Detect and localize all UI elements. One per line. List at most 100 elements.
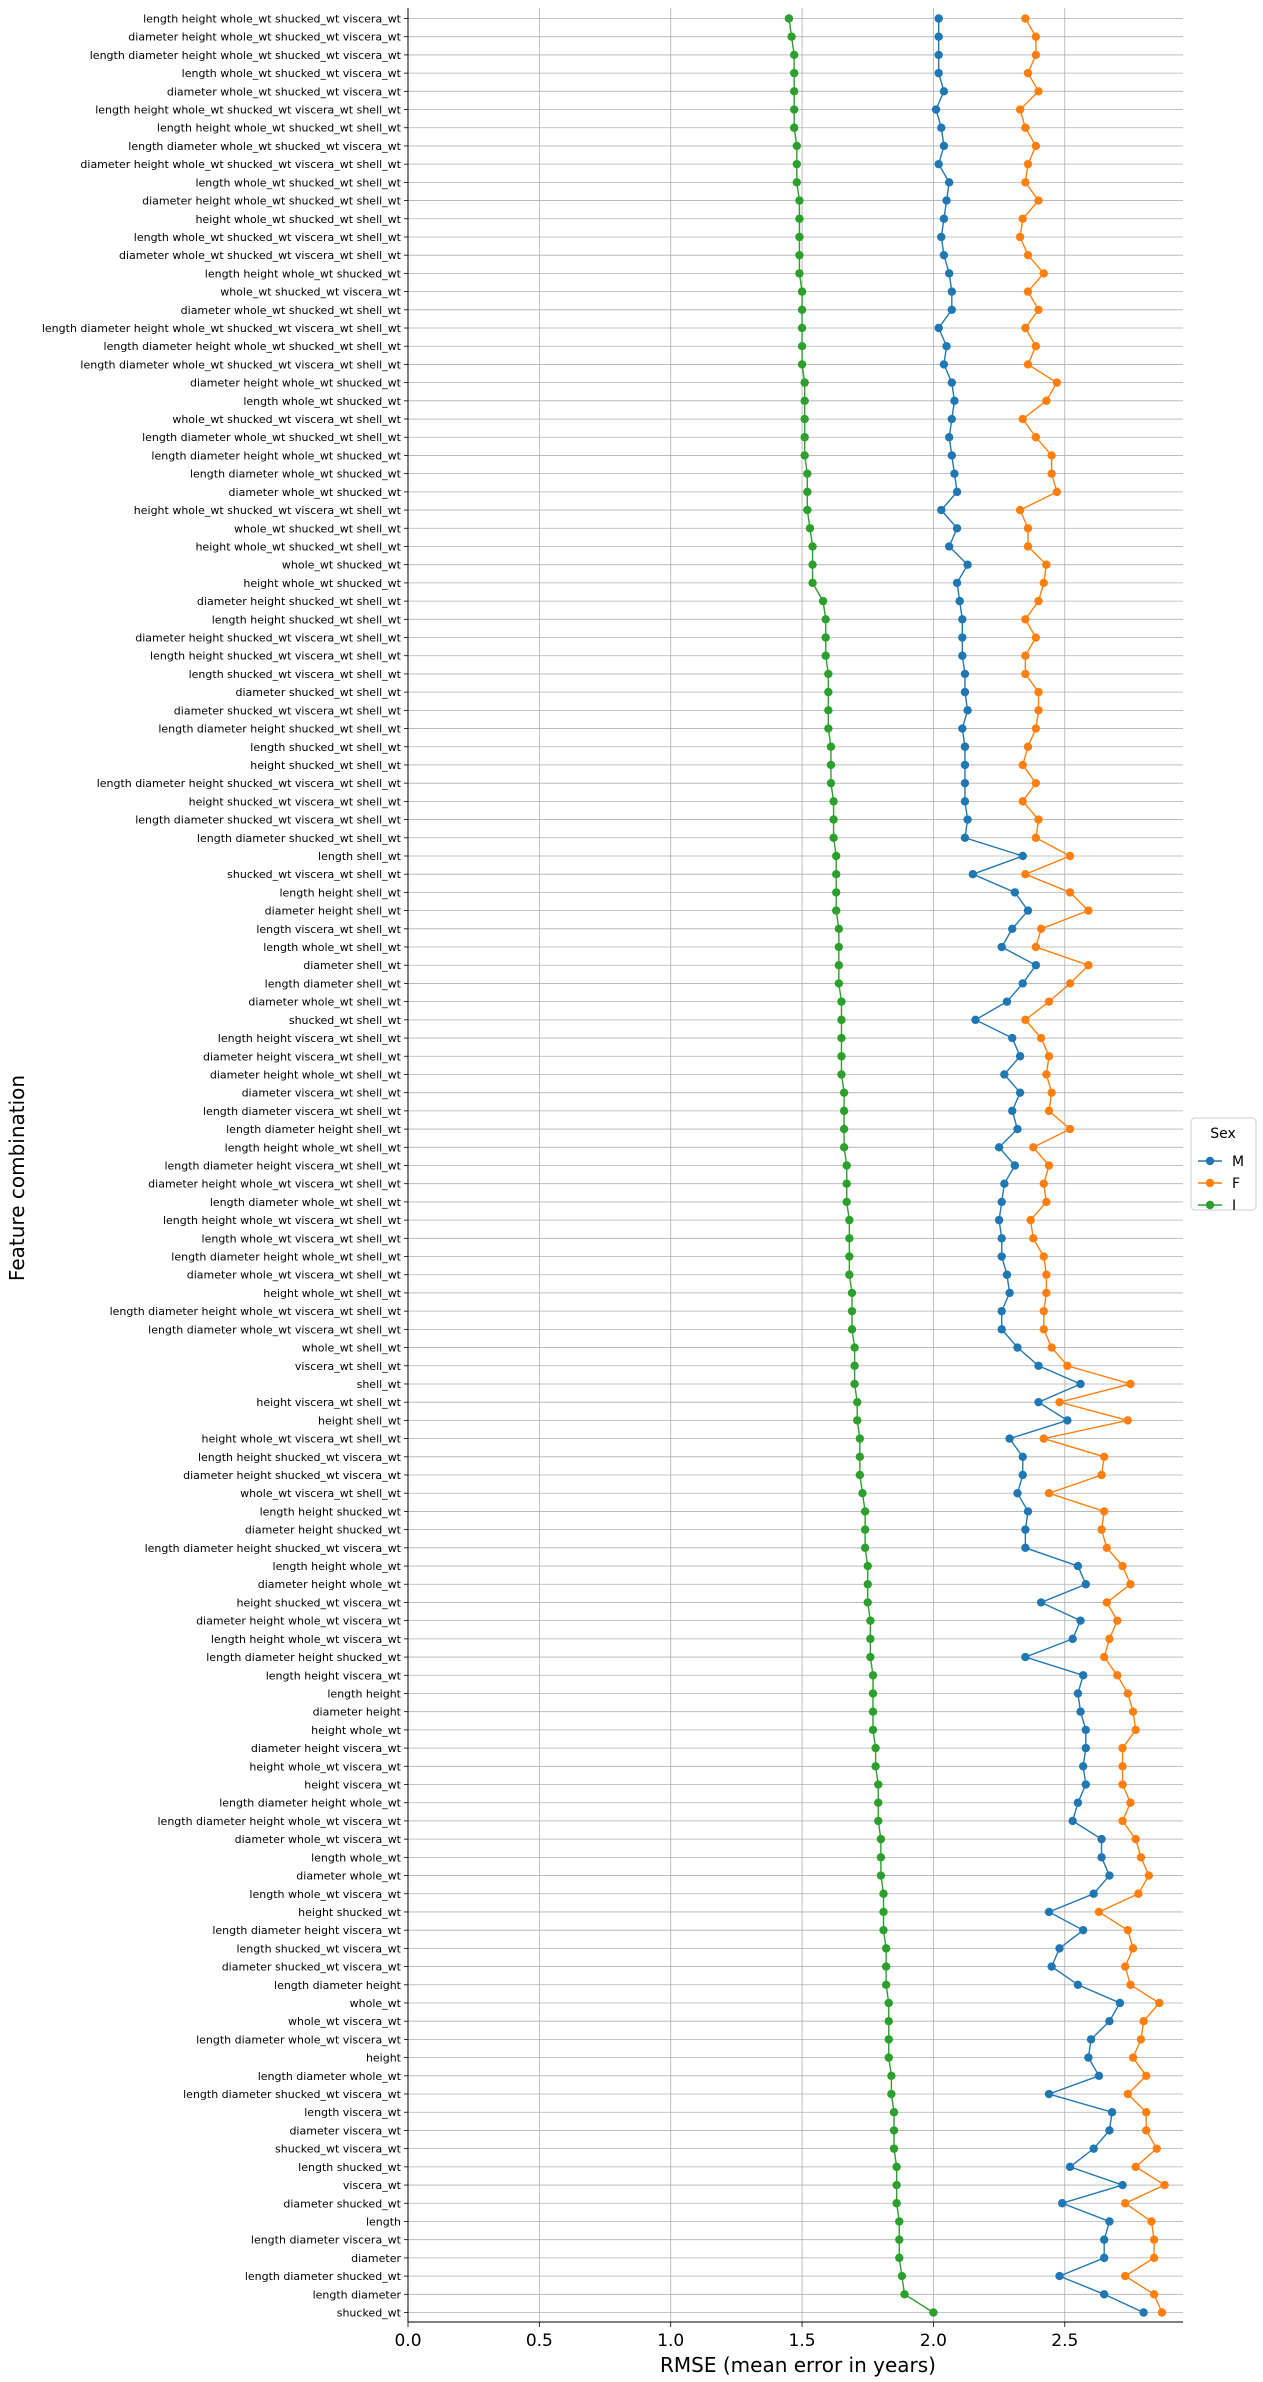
data-point-M <box>1034 1361 1043 1370</box>
x-axis-label: RMSE (mean error in years) <box>660 2353 936 2377</box>
y-tick-label: length height whole_wt shell_wt <box>225 1141 402 1154</box>
legend-entry-F: F <box>1198 1176 1240 1192</box>
data-point-F <box>1157 2308 1167 2317</box>
y-tick-label: length height whole_wt shucked_wt viscer… <box>143 13 402 26</box>
y-tick-label: height shucked_wt <box>298 1906 402 1919</box>
data-point-M <box>1081 1780 1090 1789</box>
data-point-I <box>800 451 809 460</box>
data-point-M <box>958 633 967 642</box>
data-point-I <box>889 2144 899 2153</box>
y-tick-label: length diameter height shell_wt <box>226 1123 402 1136</box>
data-point-M <box>1018 979 1027 988</box>
y-tick-label: height whole_wt shucked_wt viscera_wt sh… <box>134 504 402 517</box>
data-point-F <box>1142 2126 1151 2135</box>
y-tick-label: length diameter height whole_wt shell_wt <box>171 1251 401 1264</box>
data-point-F <box>1099 1452 1109 1462</box>
data-point-F <box>1031 50 1041 60</box>
data-point-F <box>1031 724 1041 733</box>
data-point-I <box>800 433 809 442</box>
data-point-I <box>787 32 796 41</box>
data-point-M <box>1018 851 1027 861</box>
data-point-F <box>1015 505 1025 515</box>
y-tick-label: length diameter whole_wt shucked_wt visc… <box>80 358 401 371</box>
data-point-F <box>1044 1106 1054 1116</box>
y-tick-label: diameter height whole_wt shucked_wt <box>190 377 402 390</box>
data-point-M <box>1031 961 1041 970</box>
y-tick-label: length height whole_wt viscera_wt shell_… <box>163 1214 402 1227</box>
data-point-I <box>795 250 804 260</box>
x-tick-label: 1.0 <box>657 2331 684 2351</box>
data-point-M <box>955 596 964 606</box>
data-point-M <box>934 14 943 23</box>
x-tick-label: 0.0 <box>394 2331 421 2351</box>
y-tick-label: length height shell_wt <box>279 886 401 899</box>
data-point-M <box>1097 1853 1106 1862</box>
y-tick-label: length height shucked_wt viscera_wt <box>198 1451 402 1464</box>
y-tick-label: length <box>366 2215 401 2228</box>
data-point-M <box>952 487 962 497</box>
data-point-F <box>1099 1652 1109 1662</box>
data-point-I <box>829 833 838 842</box>
data-point-F <box>1144 1871 1154 1880</box>
data-point-M <box>1084 2053 1093 2062</box>
data-point-M <box>1002 1270 1012 1279</box>
data-point-F <box>1036 1033 1046 1043</box>
data-point-M <box>1000 1179 1009 1188</box>
y-tick-label: length diameter height whole_wt shucked_… <box>90 49 402 62</box>
legend-label-F: F <box>1232 1176 1240 1192</box>
data-point-M <box>1107 2108 1117 2117</box>
data-point-M <box>1105 2126 1114 2135</box>
data-point-I <box>789 105 799 114</box>
data-point-I <box>876 1853 886 1862</box>
data-point-F <box>1029 1143 1038 1152</box>
data-point-M <box>947 287 957 296</box>
data-point-I <box>829 797 838 806</box>
data-point-M <box>1034 1397 1043 1407</box>
data-point-F <box>1126 1980 1135 1989</box>
data-point-F <box>1034 706 1043 715</box>
data-point-F <box>1160 2180 1169 2190</box>
data-point-I <box>839 1143 849 1152</box>
data-point-I <box>866 1652 875 1662</box>
data-point-M <box>1015 1088 1025 1097</box>
y-tick-label: diameter height whole_wt shell_wt <box>210 1068 402 1081</box>
data-point-I <box>874 1798 883 1807</box>
data-point-I <box>881 1944 891 1953</box>
y-tick-label: height whole_wt viscera_wt <box>249 1760 401 1773</box>
y-tick-label: diameter whole_wt shucked_wt shell_wt <box>181 304 402 317</box>
data-point-I <box>884 2035 893 2044</box>
data-point-I <box>850 1361 859 1370</box>
data-point-M <box>1018 1470 1027 1480</box>
data-point-M <box>934 68 943 78</box>
y-tick-label: whole_wt shucked_wt viscera_wt shell_wt <box>172 413 401 426</box>
y-tick-label: length diameter shell_wt <box>265 977 402 990</box>
data-point-M <box>939 250 949 260</box>
data-point-M <box>939 87 949 96</box>
data-point-M <box>1099 2253 1109 2263</box>
data-point-F <box>1047 1088 1056 1097</box>
y-tick-label: diameter height whole_wt shucked_wt visc… <box>80 158 401 171</box>
data-point-M <box>1023 1507 1033 1516</box>
data-point-I <box>884 2053 893 2062</box>
data-point-I <box>792 159 802 169</box>
data-point-I <box>834 924 844 934</box>
data-point-I <box>824 669 833 679</box>
data-point-M <box>1089 1889 1098 1898</box>
data-point-F <box>1042 560 1051 569</box>
x-tick-label: 2.0 <box>920 2331 947 2351</box>
data-point-M <box>950 396 959 406</box>
data-point-F <box>1023 68 1033 78</box>
data-point-M <box>1105 2217 1114 2226</box>
data-point-M <box>1015 1052 1025 1061</box>
data-point-F <box>1021 123 1030 132</box>
legend-marker-F <box>1205 1178 1215 1188</box>
y-tick-label: length height viscera_wt <box>266 1669 402 1682</box>
y-tick-label: diameter height whole_wt viscera_wt shel… <box>148 1178 402 1191</box>
data-point-I <box>805 524 815 533</box>
data-point-I <box>895 2217 904 2226</box>
data-point-F <box>1031 433 1041 442</box>
data-point-F <box>1044 1052 1054 1061</box>
y-tick-label: length shell_wt <box>318 850 402 863</box>
data-point-F <box>1131 1834 1140 1844</box>
data-point-I <box>860 1507 870 1516</box>
